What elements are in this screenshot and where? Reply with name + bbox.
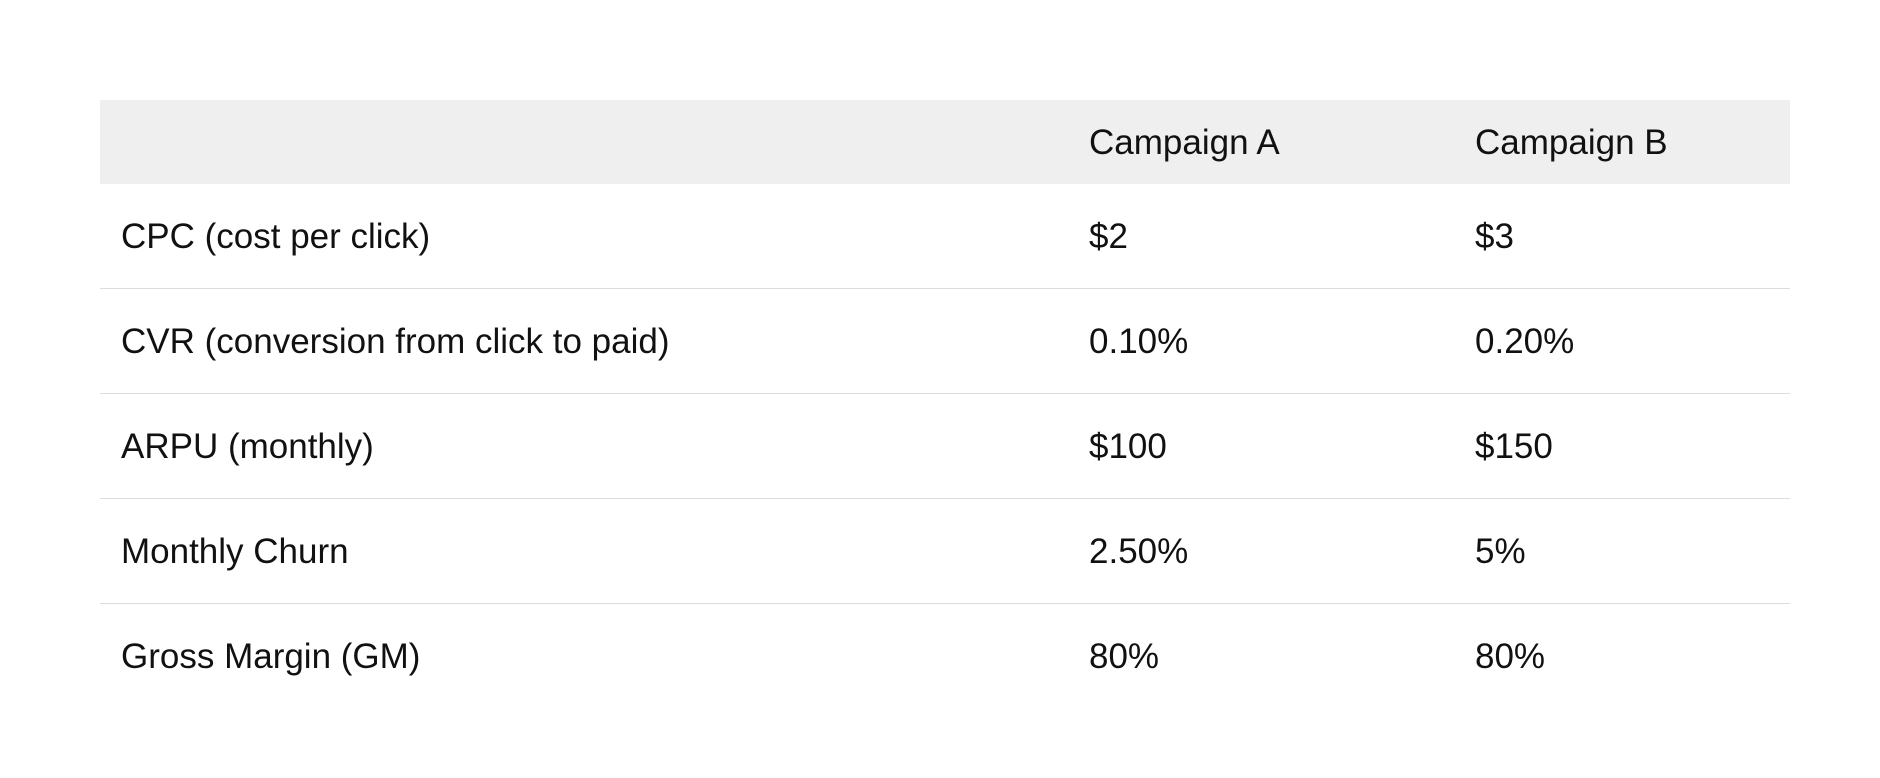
campaign-b-value: $3: [1475, 216, 1514, 256]
campaign-b-value: 80%: [1475, 637, 1546, 676]
table-row: Monthly Churn 2.50% 5%: [100, 499, 1790, 604]
table-row: CPC (cost per click) $2 $3: [100, 184, 1790, 289]
campaign-a-value: 2.50%: [1089, 531, 1189, 571]
table-row: Gross Margin (GM) 80% 80%: [100, 604, 1790, 709]
campaign-b-value: 0.20%: [1475, 321, 1575, 361]
metric-label: CPC (cost per click): [121, 216, 431, 256]
metric-label: ARPU (monthly): [121, 426, 374, 466]
campaign-a-value: 80%: [1089, 637, 1160, 676]
comparison-table: Campaign A Campaign B CPC (cost per clic…: [100, 100, 1790, 709]
metric-label: Gross Margin (GM): [121, 637, 421, 676]
header-cell-campaign-a: Campaign A: [1089, 122, 1280, 162]
campaign-a-value: $100: [1089, 426, 1167, 466]
header-cell-campaign-b: Campaign B: [1475, 122, 1668, 162]
campaign-a-value: 0.10%: [1089, 321, 1189, 361]
campaign-a-value: $2: [1089, 216, 1128, 256]
campaign-b-value: $150: [1475, 426, 1553, 466]
metric-label: Monthly Churn: [121, 531, 349, 571]
campaign-b-value: 5%: [1475, 531, 1526, 571]
table-header-row: Campaign A Campaign B: [100, 100, 1790, 184]
table-row: ARPU (monthly) $100 $150: [100, 394, 1790, 499]
metric-label: CVR (conversion from click to paid): [121, 321, 670, 361]
table-row: CVR (conversion from click to paid) 0.10…: [100, 289, 1790, 394]
